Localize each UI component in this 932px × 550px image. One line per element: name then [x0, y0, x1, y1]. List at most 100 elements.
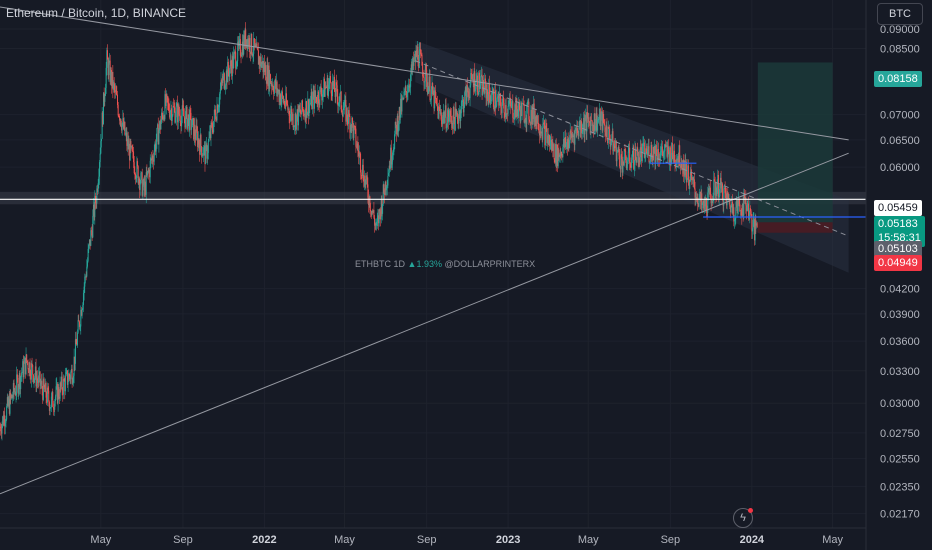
candle-body [207, 152, 209, 159]
candle-body [485, 83, 487, 99]
candle-body [279, 94, 281, 105]
time-tick-label: May [90, 534, 111, 546]
candle-body [663, 151, 665, 157]
candle-body [146, 172, 148, 176]
candle-body [217, 107, 219, 113]
candle-body [2, 416, 4, 424]
candle-body [618, 146, 620, 156]
candle-body [171, 108, 173, 121]
candle-body [237, 41, 239, 62]
candle-body [448, 110, 450, 122]
candle-body [676, 159, 678, 161]
candle-body [220, 80, 222, 89]
candle-body [647, 148, 649, 156]
candle-body [487, 94, 489, 104]
candle-body [700, 193, 702, 202]
candle-body [265, 80, 267, 84]
candle-body [91, 230, 93, 238]
candle-body [330, 76, 332, 83]
candle-body [737, 199, 739, 206]
entry-price-badge: 0.05103 [874, 241, 922, 257]
price-axis[interactable]: 0.09000 0.08500 0.07000 0.06500 0.06000 0.042… [880, 24, 920, 521]
candle-body [505, 105, 507, 116]
candle-body [430, 89, 432, 100]
candle-body [0, 431, 2, 434]
candle-body [348, 110, 350, 124]
time-tick-label: May [822, 534, 843, 546]
candle-body [294, 113, 296, 127]
candle-body [155, 143, 157, 152]
lightning-icon[interactable]: ϟ [733, 508, 753, 528]
candle-body [577, 128, 579, 134]
candle-body [680, 163, 682, 168]
candle-body [88, 239, 90, 246]
candle-body [221, 80, 223, 82]
candle-body [463, 105, 465, 113]
candle-body [363, 179, 365, 187]
candle-body [88, 245, 90, 250]
candle-body [330, 82, 332, 94]
candle-body [139, 178, 141, 190]
candle-body [166, 94, 168, 97]
candle-body [444, 105, 446, 116]
candle-body [273, 90, 275, 94]
candle-body [167, 102, 169, 104]
candle-body [588, 117, 590, 122]
time-tick-label: 2023 [496, 534, 520, 546]
candle-body [72, 382, 74, 384]
candle-body [253, 38, 255, 47]
candle-body [478, 72, 480, 89]
candle-body [13, 382, 15, 393]
candle-body [673, 150, 675, 161]
candle-body [709, 187, 711, 196]
candle-body [682, 160, 684, 171]
candle-body [732, 207, 734, 214]
candle-body [382, 203, 384, 214]
candle-body [736, 200, 738, 211]
candle-body [302, 110, 304, 112]
candle-body [375, 223, 377, 226]
candle-body [76, 332, 78, 346]
candle-body [591, 121, 593, 127]
candle-body [577, 133, 579, 137]
candle-body [558, 149, 560, 158]
candle-body [493, 106, 495, 111]
candle-body [599, 108, 601, 127]
candle-body [649, 161, 651, 163]
candle-body [684, 160, 686, 176]
time-axis[interactable]: May Sep 2022 May Sep 2023 May Sep 2024 May [90, 534, 843, 546]
candle-body [176, 103, 178, 107]
candle-body [201, 154, 203, 157]
candle-body [651, 145, 653, 157]
candle-body [476, 75, 478, 80]
candle-body [446, 127, 448, 129]
candle-body [290, 109, 292, 114]
candle-body [480, 74, 482, 77]
candle-body [575, 128, 577, 132]
candle-body [361, 175, 363, 177]
candle-body [621, 158, 623, 173]
candle-body [718, 196, 720, 198]
candle-body [318, 103, 320, 106]
candle-body [604, 124, 606, 133]
candle-body [297, 105, 299, 126]
candle-body [257, 47, 259, 51]
candle-body [311, 96, 313, 110]
candle-body [67, 381, 69, 385]
candle-body [339, 94, 341, 103]
symbol-title[interactable]: Ethereum / Bitcoin, 1D, BINANCE [6, 6, 187, 20]
candle-body [724, 187, 726, 193]
candle-body [442, 116, 444, 125]
candle-body [735, 207, 737, 219]
candle-body [203, 145, 205, 148]
candle-body [663, 151, 665, 152]
candle-body [659, 152, 661, 160]
candle-body [368, 197, 370, 206]
candle-body [4, 422, 6, 427]
candle-body [432, 83, 434, 95]
candle-body [579, 120, 581, 130]
candle-body [388, 172, 390, 177]
currency-button[interactable]: BTC [877, 3, 923, 25]
candle-body [755, 223, 757, 226]
